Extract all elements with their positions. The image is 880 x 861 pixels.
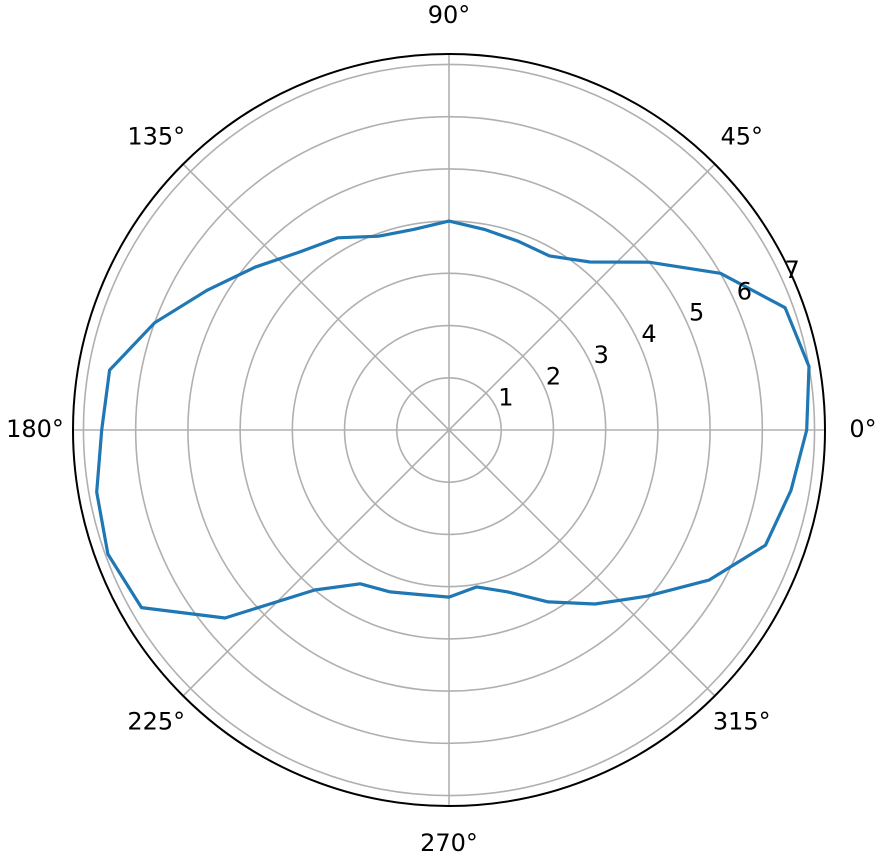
r-tick-label: 1 [498,384,513,412]
r-tick-label: 3 [594,341,609,369]
theta-tick-label: 180° [6,415,64,443]
polar-frame [72,53,826,807]
r-tick-label: 7 [784,256,799,284]
theta-grid-line [448,429,716,697]
theta-tick-label: 225° [127,708,185,736]
theta-tick-label: 270° [420,829,478,857]
r-tick-label: 5 [689,299,704,327]
theta-tick-label: 0° [849,415,876,443]
data-line [95,219,811,620]
theta-tick-label: 315° [713,708,771,736]
r-tick-label: 4 [641,320,656,348]
theta-grid-line [182,163,450,431]
theta-tick-label: 90° [428,1,471,29]
theta-grid-line [448,163,716,431]
r-tick-label: 6 [737,277,752,305]
r-tick-label: 2 [546,362,561,390]
theta-tick-label: 45° [720,122,763,150]
theta-grid-line [182,429,450,697]
theta-tick-label: 135° [127,122,185,150]
